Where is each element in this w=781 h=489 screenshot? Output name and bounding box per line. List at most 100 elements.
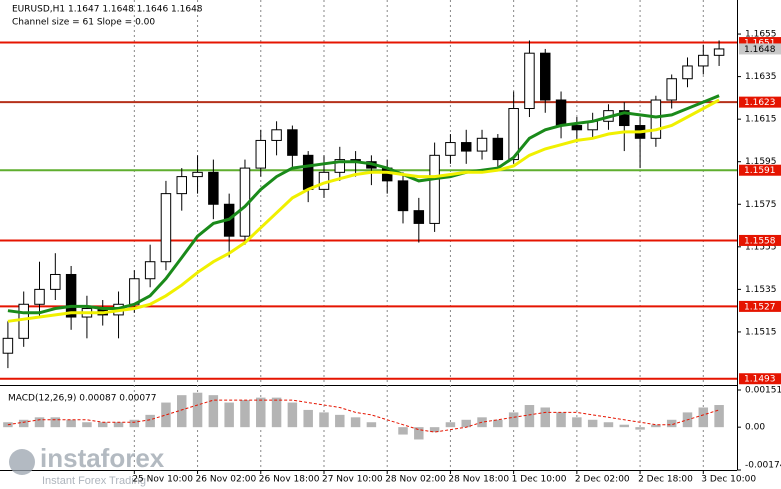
candle-body [2, 337, 14, 354]
y-tick-label: 1.1595 [745, 157, 777, 167]
x-tick-label: 28 Nov 18:00 [448, 475, 509, 485]
macd-bar [319, 412, 329, 428]
level-label-box [739, 373, 781, 385]
candle-body [619, 110, 630, 127]
macd-bar [177, 395, 187, 428]
candle-body [666, 78, 677, 101]
macd-bar [651, 424, 661, 428]
x-tick-label: 27 Nov 10:00 [322, 475, 383, 485]
watermark-tagline: Instant Forex Trading [42, 475, 146, 487]
macd-bar [303, 409, 313, 428]
macd-y-tick-label: 0.00151 [745, 386, 781, 396]
candle-body [492, 137, 504, 161]
macd-bar [714, 405, 724, 428]
candle-body [192, 171, 203, 178]
candle-body [255, 139, 267, 169]
macd-bar [224, 402, 234, 428]
candle-body [713, 48, 725, 56]
candle-body [65, 273, 77, 318]
macd-bar [461, 419, 471, 428]
candle-body [460, 142, 472, 152]
y-tick-label: 1.1515 [745, 327, 777, 337]
macd-bar [556, 412, 566, 428]
candle-body [413, 210, 425, 224]
level-label: 1.1623 [744, 98, 776, 108]
macd-bar [445, 422, 456, 428]
macd-bar [129, 419, 140, 428]
plot [0, 40, 737, 440]
watermark-logo [9, 449, 35, 475]
y-tick-label: 1.1655 [745, 30, 777, 40]
x-tick-label: 2 Dec 18:00 [638, 475, 693, 485]
grid [133, 0, 704, 470]
macd-bar [18, 419, 29, 428]
macd-bar [508, 412, 519, 428]
macd-bar [192, 392, 203, 428]
candle-body [682, 65, 693, 80]
candle-body [287, 129, 298, 156]
x-tick-label: 26 Nov 02:00 [196, 475, 257, 485]
candle-body [555, 99, 567, 127]
macd-bar [335, 414, 345, 428]
level-label: 1.1493 [744, 375, 776, 385]
candle-body [540, 52, 551, 101]
candle-body [144, 261, 156, 280]
candle-body [271, 129, 282, 141]
y-tick-label: 1.1635 [745, 72, 777, 82]
x-tick-label: 1 Dec 10:00 [512, 475, 567, 485]
macd-bar [603, 422, 614, 428]
macd-bar [145, 414, 155, 428]
candle-body [524, 52, 535, 110]
chart-title: EURUSD,H1 1.1647 1.1648 1.1646 1.1648 [12, 5, 203, 15]
level-label: 1.1591 [744, 166, 776, 176]
macd-y-tick-label: 0.00 [745, 423, 765, 433]
macd-bar [414, 427, 424, 440]
macd-bar [572, 417, 582, 428]
y-tick-label: 1.1535 [745, 285, 777, 295]
candle-body [34, 288, 45, 305]
x-tick-label: 2 Dec 02:00 [575, 475, 630, 485]
y-tick-label: 1.1575 [745, 200, 777, 210]
candle-body [50, 273, 61, 290]
macd-y-tick-label: -0.00174 [745, 461, 781, 471]
macd-bar [429, 427, 440, 433]
macd-bar [256, 397, 266, 428]
macd-bar [240, 400, 250, 428]
macd-bar [540, 407, 550, 428]
level-label-box [739, 300, 781, 312]
macd-bar [208, 395, 219, 428]
macd-bar [493, 419, 503, 428]
chart-subtitle: Channel size = 61 Slope = 0.00 [12, 18, 155, 28]
moving-average [7, 94, 720, 315]
macd-title: MACD(12,26,9) 0.00087 0.00077 [8, 394, 157, 404]
candle-body [429, 154, 440, 224]
x-tick-label: 28 Nov 02:00 [385, 475, 446, 485]
candle-body [476, 137, 488, 152]
candle-body [18, 303, 29, 339]
macd-bar [398, 427, 408, 435]
macd-signal [7, 399, 720, 433]
watermark-brand: instaforex [40, 443, 165, 473]
level-label-box [739, 96, 781, 108]
x-tick-label: 3 Dec 10:00 [701, 475, 756, 485]
level-label-box [739, 164, 781, 176]
x-tick-label: 26 Nov 18:00 [259, 475, 320, 485]
candle-body [129, 278, 140, 305]
level-label: 1.1527 [744, 302, 776, 312]
macd-bar [350, 417, 361, 428]
candle-body [397, 180, 409, 212]
macd-bar [161, 402, 171, 428]
candle-body [698, 54, 709, 67]
x-tick-label: 25 Nov 10:00 [132, 475, 193, 485]
macd-bar [66, 419, 76, 428]
macd-bar [113, 422, 124, 428]
macd-bar [698, 407, 709, 428]
macd-bar [619, 424, 630, 428]
macd-bar [82, 422, 92, 428]
macd-bar [366, 422, 377, 428]
last-price-label: 1.1648 [744, 45, 776, 55]
moving-average [7, 98, 720, 323]
level-label-box [739, 37, 781, 49]
